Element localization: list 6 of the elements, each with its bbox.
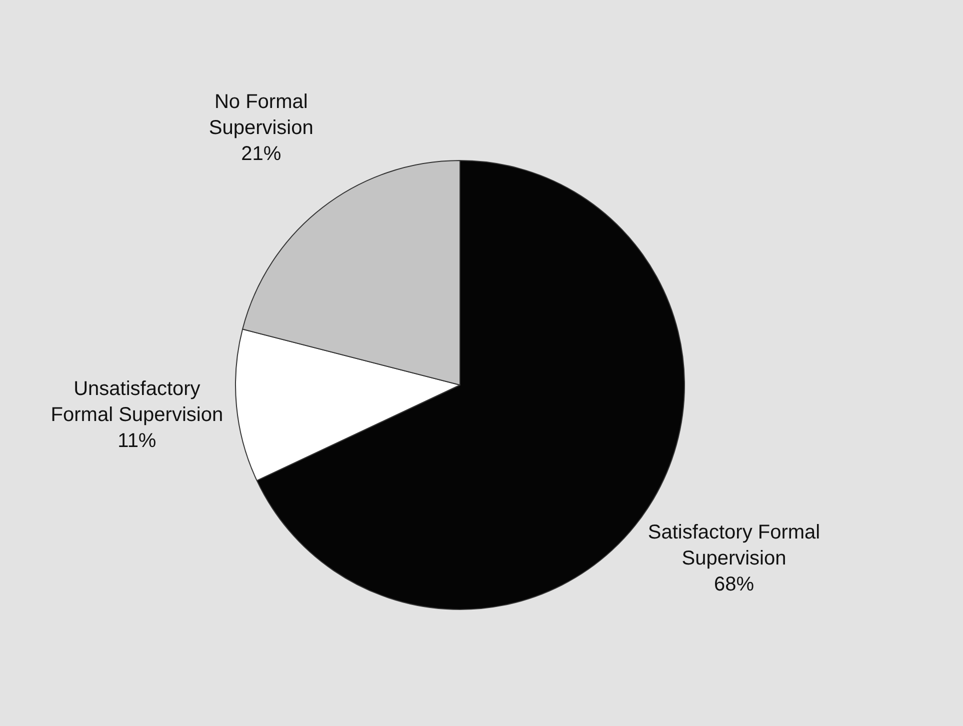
slice-label: Satisfactory Formal Supervision bbox=[648, 521, 820, 570]
slice-label: Unsatisfactory Formal Supervision bbox=[50, 378, 224, 426]
data-label: 21% bbox=[241, 143, 282, 166]
data-label: 68% bbox=[714, 573, 754, 596]
slice-label: No Formal Supervision bbox=[208, 91, 314, 140]
data-label: 11% bbox=[118, 430, 156, 452]
